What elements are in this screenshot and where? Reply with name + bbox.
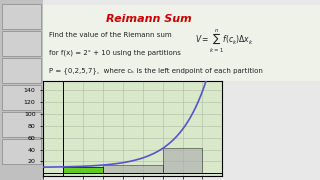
Text: for f(x) = 2ˣ + 10 using the partitions: for f(x) = 2ˣ + 10 using the partitions: [49, 49, 180, 56]
Bar: [103, 165, 163, 173]
Text: $V = \sum_{k=1}^{n} f(c_k)\Delta x_k$: $V = \sum_{k=1}^{n} f(c_k)\Delta x_k$: [196, 28, 254, 55]
FancyBboxPatch shape: [2, 58, 42, 83]
FancyBboxPatch shape: [2, 85, 42, 110]
FancyBboxPatch shape: [2, 112, 42, 137]
Text: P = {0,2,5,7},  where cₖ is the left endpoint of each partition: P = {0,2,5,7}, where cₖ is the left endp…: [49, 67, 263, 74]
FancyBboxPatch shape: [2, 31, 42, 56]
Bar: [63, 167, 103, 173]
Text: Find the value of the Riemann sum: Find the value of the Riemann sum: [49, 32, 172, 38]
FancyBboxPatch shape: [2, 4, 42, 29]
Text: Reimann Sum: Reimann Sum: [106, 14, 191, 24]
Bar: [63, 167, 103, 173]
FancyBboxPatch shape: [2, 139, 42, 164]
Bar: [163, 148, 203, 173]
